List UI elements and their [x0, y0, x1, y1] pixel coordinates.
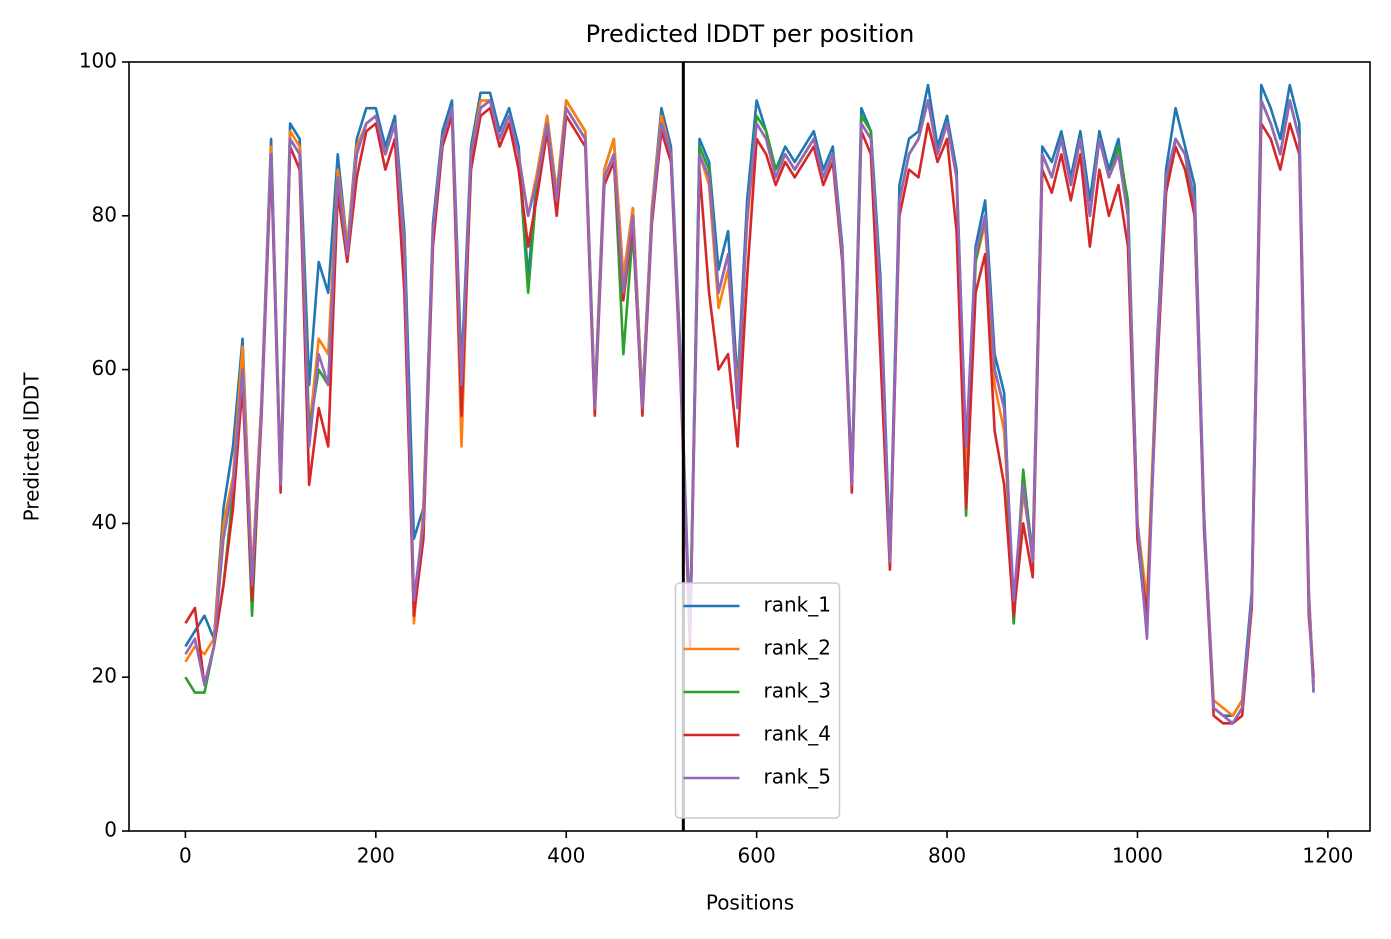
legend: rank_1 rank_2 rank_3 rank_4 rank_5: [674, 582, 841, 819]
y-tick-label: 80: [92, 202, 117, 226]
y-tick-label: 0: [104, 818, 117, 842]
x-tick-label: 200: [357, 844, 395, 868]
legend-box: [674, 582, 841, 819]
x-tick-label: 1200: [1302, 844, 1353, 868]
y-tick-label: 60: [92, 356, 117, 380]
x-tick-label: 0: [179, 844, 192, 868]
y-tick-label: 40: [92, 510, 117, 534]
legend-label: rank_2: [764, 636, 831, 660]
x-tick-label: 400: [547, 844, 585, 868]
plot-frame: [128, 61, 1371, 832]
y-tick-label: 20: [92, 664, 117, 688]
y-tick-label: 100: [79, 49, 117, 73]
y-axis-label: Predicted lDDT: [20, 372, 44, 522]
x-tick-label: 800: [928, 844, 966, 868]
series-line: [184, 99, 1315, 725]
legend-label: rank_1: [764, 593, 831, 617]
legend-label: rank_4: [764, 722, 831, 746]
legend-label: rank_3: [764, 679, 831, 703]
x-tick-label: 600: [738, 844, 776, 868]
x-axis-label: Positions: [706, 891, 794, 915]
chart-title: Predicted lDDT per position: [586, 20, 915, 48]
legend-label: rank_5: [764, 765, 831, 789]
x-tick-label: 1000: [1112, 844, 1163, 868]
